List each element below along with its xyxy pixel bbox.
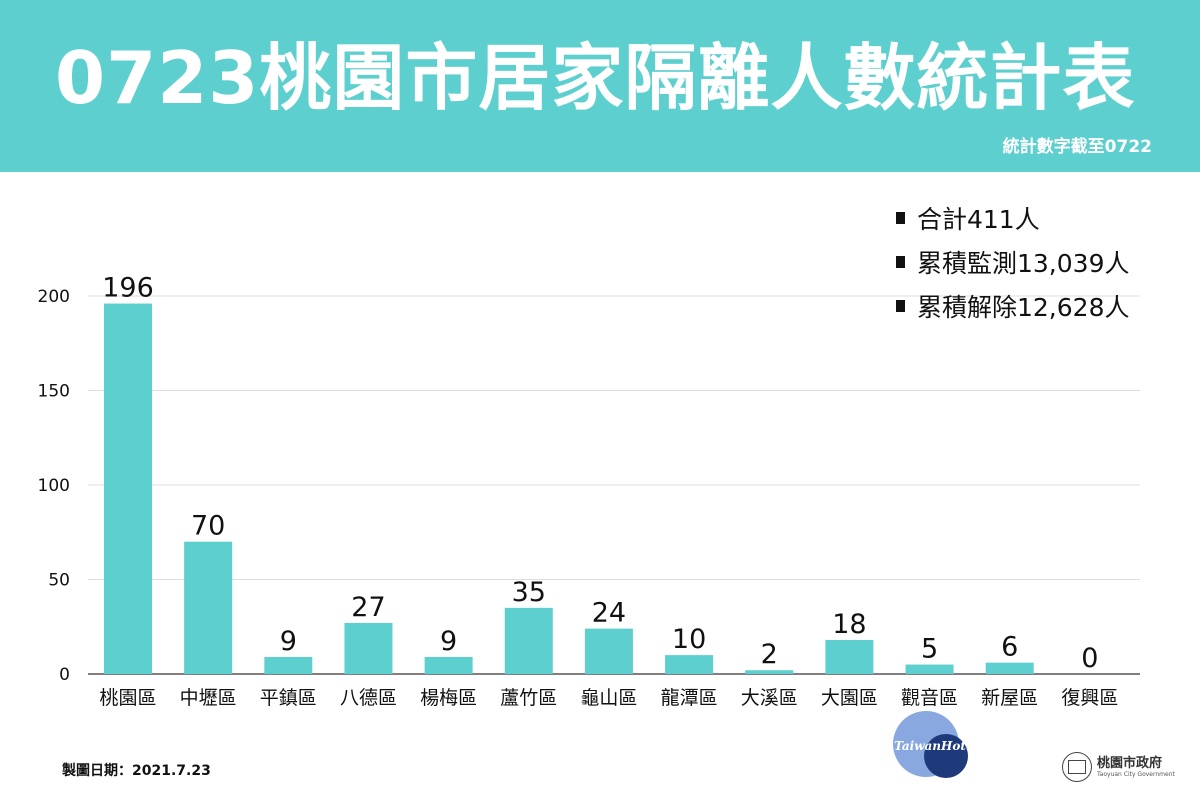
data-label: 2 bbox=[761, 639, 778, 670]
bar bbox=[184, 541, 233, 674]
watermark-inner-circle bbox=[924, 734, 968, 778]
data-label: 24 bbox=[592, 598, 626, 629]
x-tick-label: 八德區 bbox=[340, 687, 397, 709]
data-label: 27 bbox=[351, 592, 385, 623]
data-cutoff-note: 統計數字截至0722 bbox=[1002, 137, 1152, 157]
summary-total-text: 合計411人 bbox=[917, 205, 1040, 234]
watermark-text: TaiwanHot bbox=[894, 739, 966, 753]
bar bbox=[504, 607, 553, 674]
bar bbox=[985, 662, 1034, 674]
y-tick-label: 200 bbox=[38, 287, 70, 307]
data-label: 70 bbox=[191, 511, 225, 542]
bar bbox=[344, 622, 393, 674]
bar bbox=[905, 664, 954, 674]
data-label: 5 bbox=[921, 634, 938, 665]
city-seal-icon bbox=[1062, 752, 1092, 782]
bullet-icon bbox=[896, 256, 905, 268]
org-english-name: Taoyuan City Government bbox=[1097, 770, 1175, 778]
x-tick-label: 桃園區 bbox=[99, 687, 156, 709]
data-label: 9 bbox=[280, 626, 297, 657]
header-banner: 0723桃園市居家隔離人數統計表 統計數字截至0722 bbox=[0, 0, 1200, 172]
bar bbox=[264, 656, 313, 674]
y-tick-label: 150 bbox=[38, 382, 70, 402]
x-tick-label: 復興區 bbox=[1061, 687, 1118, 709]
data-label: 10 bbox=[672, 624, 706, 655]
data-label: 6 bbox=[1001, 632, 1018, 663]
data-label: 9 bbox=[440, 626, 457, 657]
bullet-icon bbox=[896, 300, 905, 312]
summary-monitored: 累積監測13,039人 bbox=[896, 240, 1186, 284]
x-tick-label: 大溪區 bbox=[741, 687, 798, 709]
bar bbox=[745, 670, 794, 674]
taiwanhot-watermark-logo: TaiwanHot bbox=[893, 711, 968, 778]
x-tick-label: 新屋區 bbox=[981, 687, 1038, 709]
data-label: 196 bbox=[102, 273, 154, 304]
summary-released: 累積解除12,628人 bbox=[896, 284, 1186, 328]
x-tick-label: 龍潭區 bbox=[661, 687, 718, 709]
y-tick-label: 50 bbox=[48, 571, 70, 591]
data-label: 35 bbox=[512, 577, 546, 608]
x-tick-label: 蘆竹區 bbox=[500, 687, 557, 709]
data-label: 0 bbox=[1081, 643, 1098, 674]
summary-total: 合計411人 bbox=[896, 196, 1186, 240]
bar bbox=[584, 628, 633, 674]
summary-released-text: 累積解除12,628人 bbox=[917, 293, 1130, 322]
summary-box: 合計411人 累積監測13,039人 累積解除12,628人 bbox=[896, 196, 1186, 328]
government-logo: 桃園市政府 Taoyuan City Government bbox=[1062, 752, 1175, 782]
bullet-icon bbox=[896, 212, 905, 224]
page-title: 0723桃園市居家隔離人數統計表 bbox=[55, 36, 1136, 120]
y-tick-label: 100 bbox=[38, 476, 70, 496]
org-name: 桃園市政府 bbox=[1097, 755, 1163, 771]
x-tick-label: 大園區 bbox=[821, 687, 878, 709]
x-tick-label: 觀音區 bbox=[901, 687, 958, 709]
bar bbox=[665, 655, 714, 674]
data-label: 18 bbox=[832, 609, 866, 640]
bar bbox=[825, 639, 874, 674]
production-date: 製圖日期：2021.7.23 bbox=[62, 763, 211, 779]
x-tick-label: 平鎮區 bbox=[260, 687, 317, 709]
bar bbox=[104, 303, 152, 674]
x-tick-label: 龜山區 bbox=[580, 687, 637, 709]
summary-monitored-text: 累積監測13,039人 bbox=[917, 249, 1130, 278]
x-tick-label: 中壢區 bbox=[180, 687, 237, 709]
x-tick-label: 楊梅區 bbox=[420, 687, 477, 709]
bar bbox=[424, 656, 473, 674]
y-tick-label: 0 bbox=[59, 665, 70, 685]
